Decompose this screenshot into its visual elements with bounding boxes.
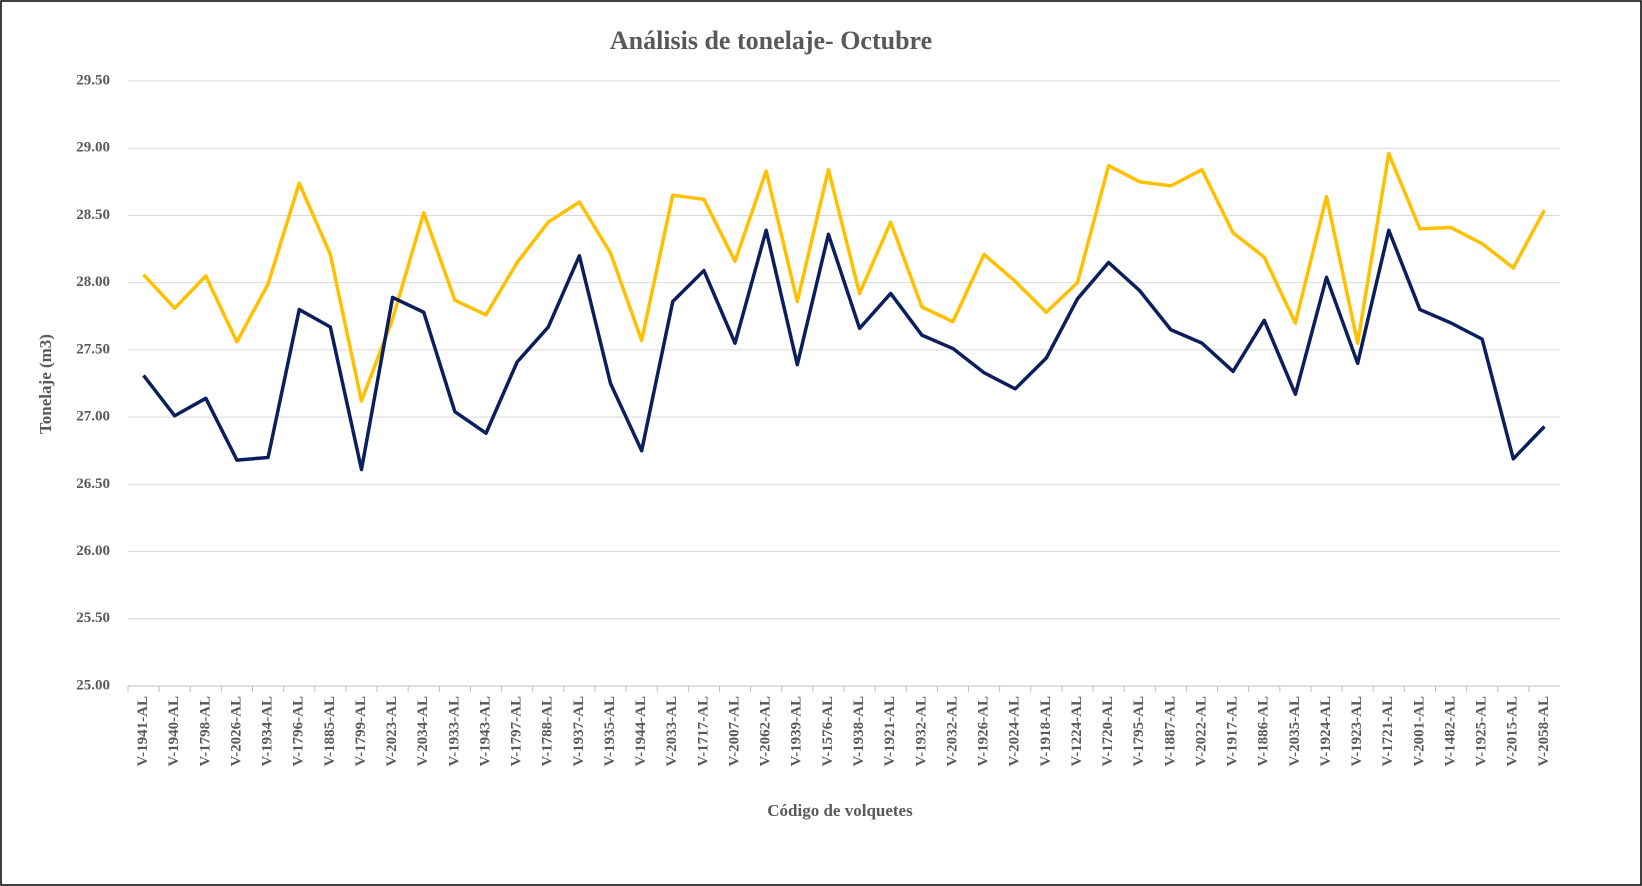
x-tick-label: V-2001-AL: [1411, 696, 1427, 767]
y-tick-label: 26.50: [76, 476, 110, 492]
x-tick-label: V-2062-AL: [758, 696, 774, 767]
x-tick-label: V-1925-AL: [1474, 696, 1490, 767]
x-tick-label: V-1944-AL: [633, 696, 649, 767]
chart-title: Análisis de tonelaje- Octubre: [610, 26, 932, 55]
x-tick-label: V-1921-AL: [882, 696, 898, 767]
x-tick-label: V-1788-AL: [540, 696, 556, 767]
x-tick-label: V-2022-AL: [1193, 696, 1209, 767]
y-tick-label: 29.50: [76, 72, 110, 88]
x-tick-label: V-1224-AL: [1069, 696, 1085, 767]
x-tick-label: V-1797-AL: [509, 696, 525, 767]
x-tick-label: V-2023-AL: [384, 696, 400, 767]
x-tick-label: V-1943-AL: [477, 696, 493, 767]
x-tick-label: V-2015-AL: [1505, 696, 1521, 767]
x-tick-label: V-1720-AL: [1100, 696, 1116, 767]
x-tick-label: V-1937-AL: [571, 696, 587, 767]
x-tick-label: V-1795-AL: [1131, 696, 1147, 767]
x-tick-label: V-1923-AL: [1349, 696, 1365, 767]
x-tick-label: V-1933-AL: [446, 696, 462, 767]
line-series: [142, 228, 1546, 472]
x-tick-label: V-1918-AL: [1038, 696, 1054, 767]
x-tick-label: V-1887-AL: [1162, 696, 1178, 767]
x-tick-label: V-2034-AL: [415, 696, 431, 767]
x-tick-label: V-1941-AL: [135, 696, 151, 767]
x-tick-label: V-1939-AL: [789, 696, 805, 767]
x-tick-label: V-1885-AL: [322, 696, 338, 767]
x-tick-label: V-2035-AL: [1287, 696, 1303, 767]
x-tick-label: V-2058-AL: [1536, 696, 1552, 767]
x-axis-label: Código de volquetes: [767, 801, 913, 820]
x-tick-label: V-1482-AL: [1442, 696, 1458, 767]
x-tick-label: V-1799-AL: [353, 696, 369, 767]
x-tick-label: V-1932-AL: [913, 696, 929, 767]
y-axis-label: Tonelaje (m3): [36, 334, 55, 434]
x-tick-label: V-1924-AL: [1318, 696, 1334, 767]
x-tick-label: V-1576-AL: [820, 696, 836, 767]
y-tick-label: 27.00: [76, 409, 110, 425]
x-tick-label: V-2032-AL: [944, 696, 960, 767]
x-tick-label: V-1796-AL: [291, 696, 307, 767]
y-tick-label: 28.00: [76, 274, 110, 290]
y-tick-label: 25.50: [76, 610, 110, 626]
line-series: [142, 151, 1546, 403]
y-tick-label: 26.00: [76, 543, 110, 559]
x-tick-label: V-2033-AL: [664, 696, 680, 767]
y-tick-label: 27.50: [76, 341, 110, 357]
y-tick-label: 25.00: [76, 677, 110, 693]
x-tick-label: V-1917-AL: [1225, 696, 1241, 767]
x-tick-label: V-1798-AL: [197, 696, 213, 767]
y-tick-label: 29.00: [76, 140, 110, 156]
x-tick-label: V-2024-AL: [1007, 696, 1023, 767]
x-tick-label: V-2026-AL: [228, 696, 244, 767]
x-tick-label: V-2007-AL: [726, 696, 742, 767]
x-tick-label: V-1926-AL: [976, 696, 992, 767]
x-tick-label: V-1717-AL: [695, 696, 711, 767]
x-tick-label: V-1938-AL: [851, 696, 867, 767]
y-tick-label: 28.50: [76, 207, 110, 223]
x-tick-label: V-1721-AL: [1380, 696, 1396, 767]
x-tick-label: V-1934-AL: [260, 696, 276, 767]
x-tick-label: V-1886-AL: [1256, 696, 1272, 767]
x-tick-label: V-1935-AL: [602, 696, 618, 767]
x-tick-label: V-1940-AL: [166, 696, 182, 767]
